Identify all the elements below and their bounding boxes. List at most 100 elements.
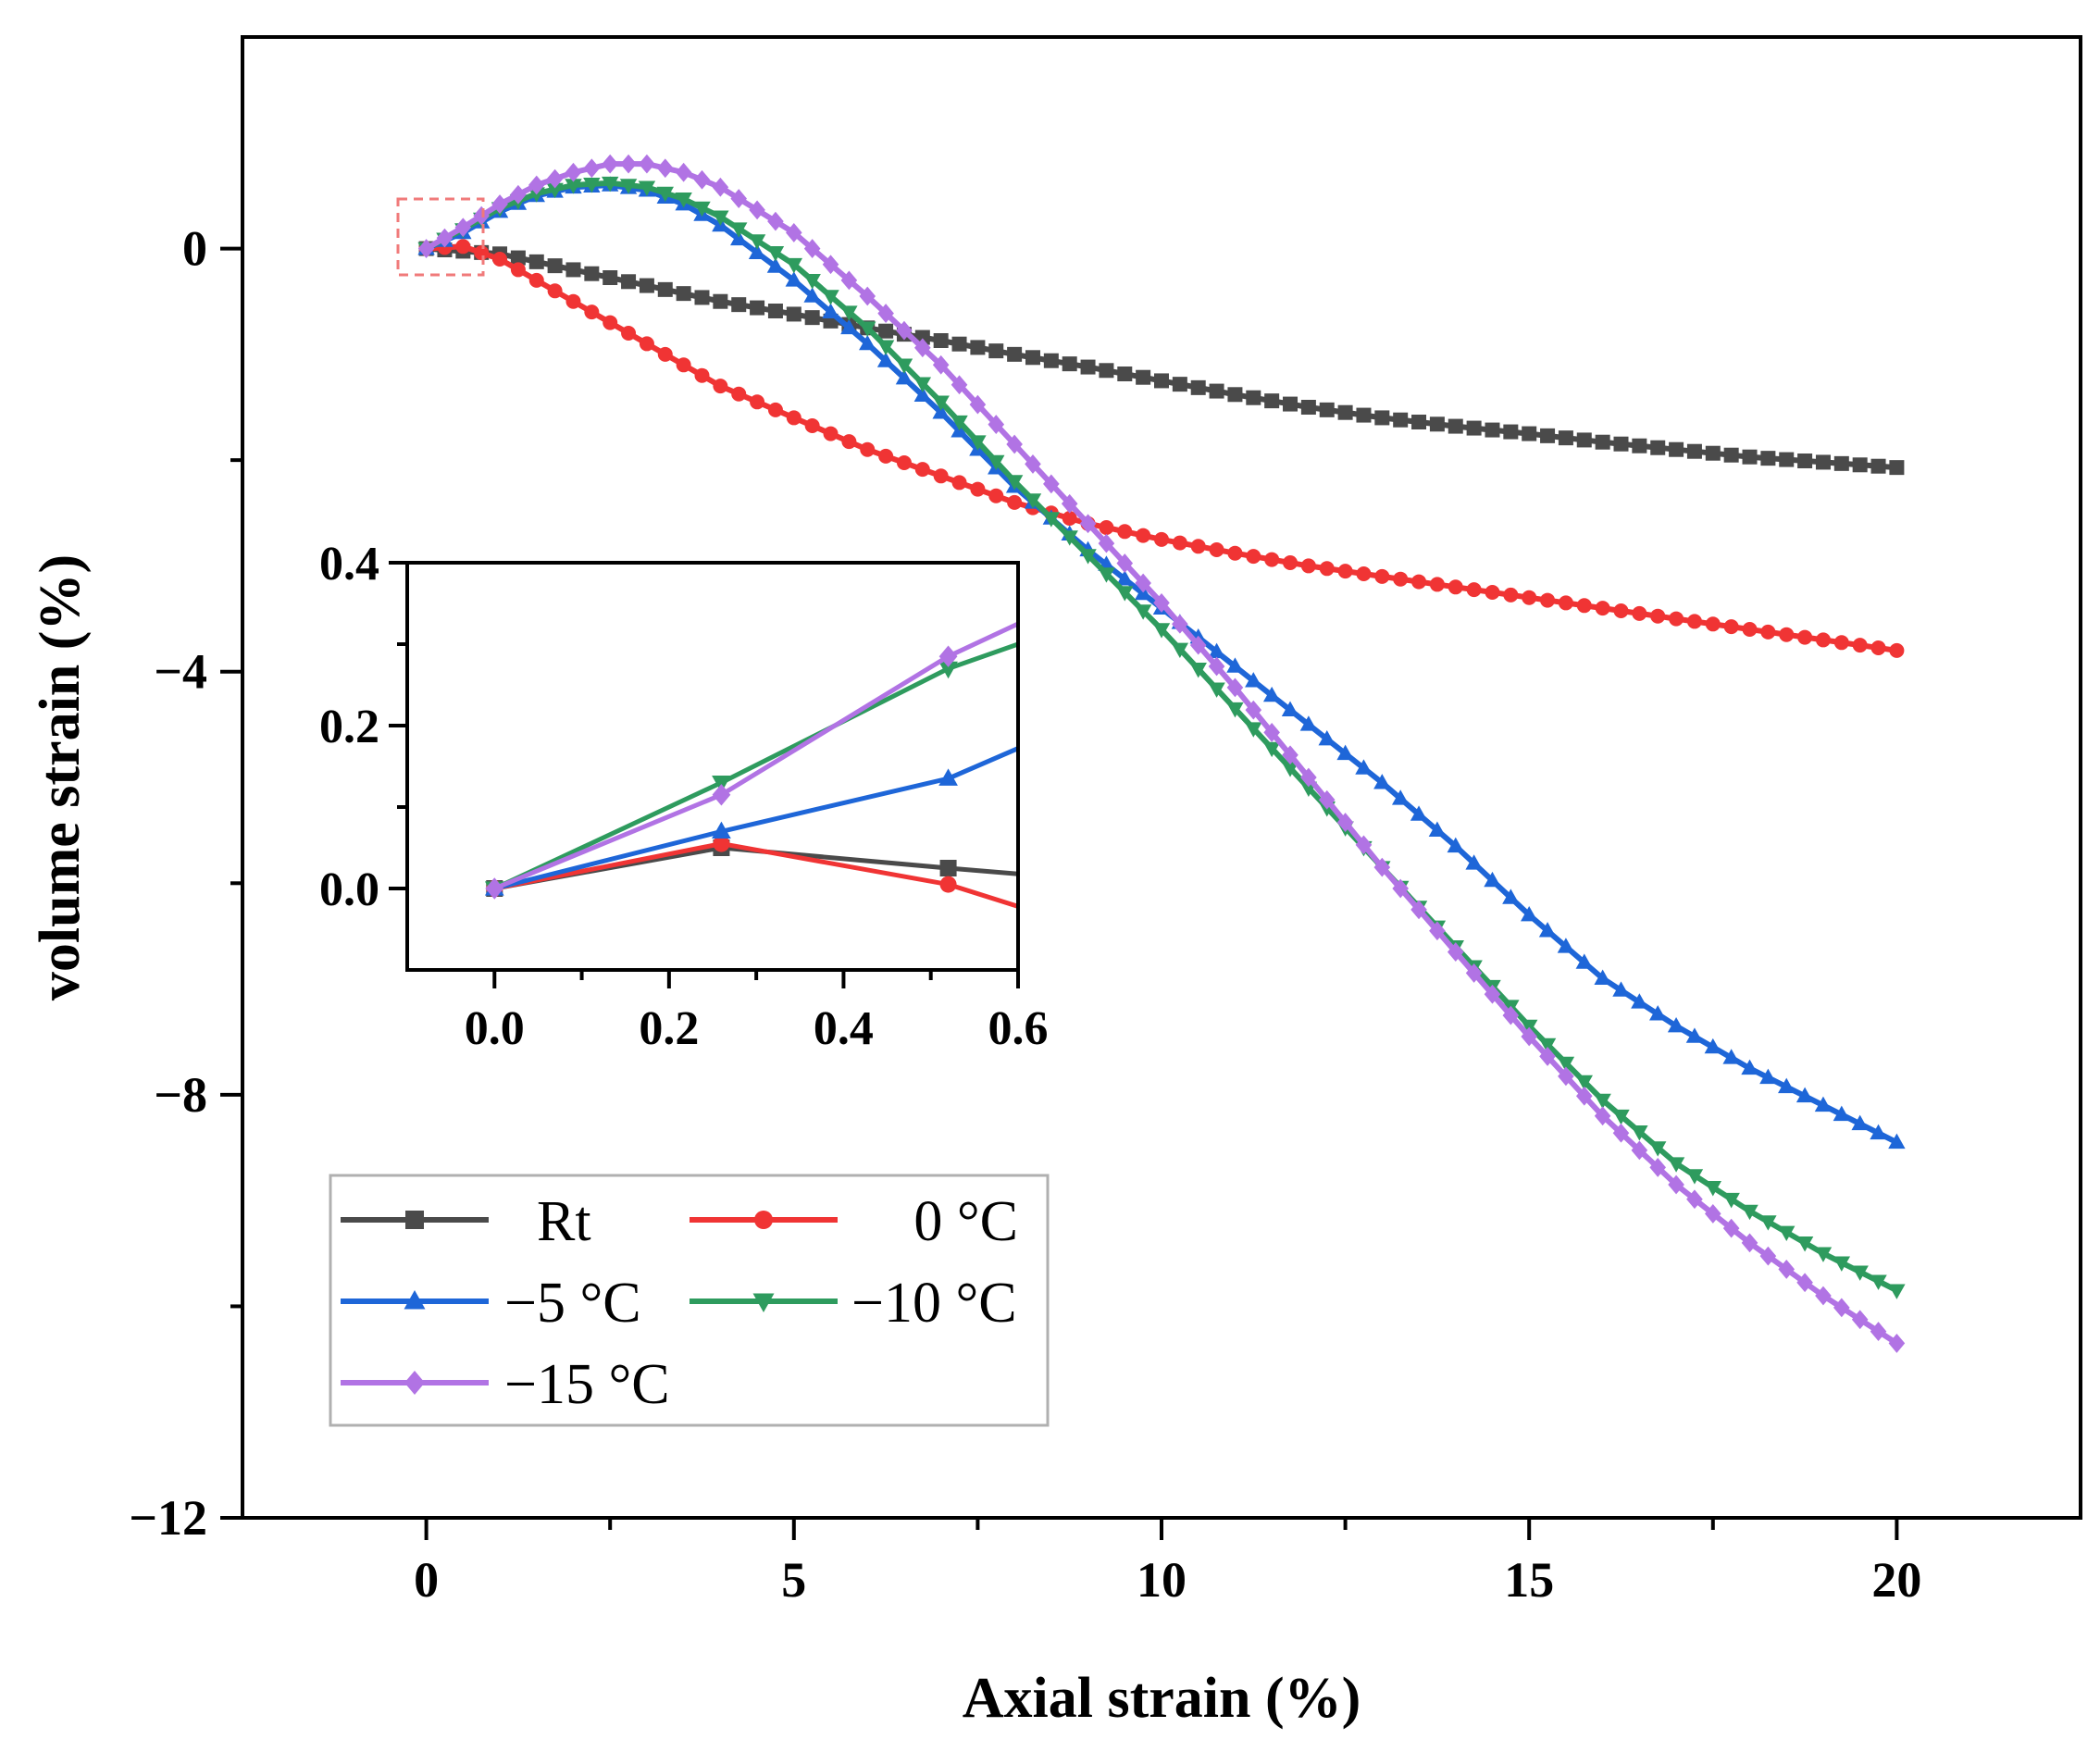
data-point-rt bbox=[767, 304, 783, 318]
data-point-minus-15-c bbox=[1061, 493, 1078, 514]
data-point-minus-15-c bbox=[712, 177, 729, 197]
data-point-minus-15-c bbox=[1612, 1123, 1630, 1143]
data-point-0-c bbox=[603, 315, 618, 330]
data-point-minus-10-c bbox=[1796, 1236, 1814, 1252]
data-point-0-c bbox=[492, 252, 508, 267]
data-point-0-c bbox=[1466, 582, 1482, 598]
data-point-minus-10-c bbox=[1208, 682, 1225, 698]
data-point-0-c bbox=[1760, 624, 1776, 640]
data-point-minus-15-c bbox=[1392, 878, 1409, 899]
data-point-rt bbox=[510, 250, 526, 266]
data-point-minus-5-c bbox=[1557, 938, 1575, 953]
data-point-rt bbox=[1356, 407, 1372, 423]
inset-y-tick-label: 0.2 bbox=[319, 701, 379, 753]
data-point-rt bbox=[1209, 383, 1224, 399]
data-point-minus-10-c bbox=[1061, 530, 1078, 546]
data-point-0-c bbox=[713, 379, 728, 394]
data-point-0-c bbox=[547, 283, 563, 299]
legend-swatch-marker bbox=[405, 1211, 424, 1229]
data-point-minus-15-c bbox=[1043, 474, 1060, 494]
data-point-0-c bbox=[1264, 552, 1280, 567]
data-point-rt bbox=[878, 323, 894, 339]
data-point-minus-15-c bbox=[1722, 1218, 1740, 1238]
data-point-0-c bbox=[1209, 542, 1224, 557]
data-point-minus-15-c bbox=[822, 255, 839, 275]
data-point-0-c bbox=[1595, 601, 1610, 616]
data-point-0-c bbox=[565, 293, 581, 309]
data-point-minus-10-c bbox=[619, 179, 638, 194]
data-point-minus-10-c bbox=[895, 358, 913, 374]
data-point-minus-15-c bbox=[491, 194, 508, 214]
data-point-minus-5-c bbox=[1722, 1049, 1740, 1064]
data-point-minus-5-c bbox=[913, 386, 932, 402]
inset-series-line-minus-15-c bbox=[493, 621, 1018, 891]
data-point-0-c bbox=[914, 462, 930, 478]
data-point-rt bbox=[1080, 359, 1096, 375]
data-point-minus-10-c bbox=[913, 377, 932, 392]
data-point-rt bbox=[970, 340, 986, 355]
data-point-minus-10-c bbox=[1005, 475, 1024, 491]
data-point-0-c bbox=[878, 448, 894, 464]
data-point-rt bbox=[694, 290, 710, 305]
main-series-group bbox=[417, 154, 1906, 1353]
data-point-minus-5-c bbox=[1759, 1068, 1777, 1085]
data-point-minus-15-c bbox=[730, 189, 748, 208]
data-point-minus-10-c bbox=[1814, 1247, 1833, 1262]
data-point-minus-10-c bbox=[1245, 722, 1262, 738]
data-point-minus-10-c bbox=[1594, 1093, 1611, 1110]
data-point-rt bbox=[1558, 430, 1573, 446]
data-point-minus-5-c bbox=[766, 257, 785, 273]
data-point-0-c bbox=[1705, 616, 1721, 632]
legend-item-minus-15-c: −15 °C bbox=[341, 1353, 670, 1416]
data-point-0-c bbox=[1117, 524, 1133, 540]
data-point-rt bbox=[1613, 436, 1629, 452]
data-point-minus-5-c bbox=[1594, 969, 1611, 985]
data-point-0-c bbox=[528, 272, 544, 288]
data-point-minus-5-c bbox=[1538, 922, 1557, 938]
data-point-minus-5-c bbox=[932, 404, 950, 419]
data-point-minus-10-c bbox=[1778, 1225, 1796, 1242]
inset-series-group bbox=[484, 621, 1018, 909]
data-point-minus-10-c bbox=[822, 290, 839, 305]
data-point-minus-5-c bbox=[1649, 1005, 1667, 1021]
data-point-rt bbox=[1705, 445, 1721, 461]
data-point-0-c bbox=[1650, 608, 1666, 624]
data-point-minus-5-c bbox=[1888, 1133, 1906, 1149]
data-point-minus-10-c bbox=[1612, 1109, 1630, 1125]
data-point-0-c bbox=[1797, 629, 1813, 645]
data-point-minus-10-c bbox=[803, 274, 821, 290]
data-point-minus-5-c bbox=[1245, 672, 1262, 688]
data-point-minus-10-c bbox=[1226, 702, 1244, 718]
data-point-minus-15-c bbox=[877, 304, 894, 323]
data-point-minus-15-c bbox=[1153, 593, 1170, 613]
data-point-minus-10-c bbox=[1262, 741, 1281, 758]
data-point-0-c bbox=[1300, 558, 1316, 574]
data-point-rt bbox=[584, 266, 600, 281]
data-point-minus-5-c bbox=[1484, 871, 1501, 888]
data-point-0-c bbox=[1558, 595, 1573, 611]
legend-item-minus-5-c: −5 °C bbox=[341, 1272, 641, 1335]
data-point-minus-15-c bbox=[1815, 1286, 1832, 1306]
data-point-rt bbox=[603, 270, 618, 285]
data-point-minus-15-c bbox=[1686, 1189, 1703, 1210]
data-point-rt bbox=[1154, 373, 1169, 389]
x-tick-label: 5 bbox=[781, 1552, 806, 1608]
data-point-rt bbox=[1870, 458, 1886, 474]
data-point-minus-15-c bbox=[988, 415, 1005, 434]
data-point-minus-5-c bbox=[859, 334, 876, 351]
data-point-minus-15-c bbox=[1263, 723, 1280, 742]
data-point-minus-10-c bbox=[638, 180, 656, 196]
data-point-minus-15-c bbox=[1300, 767, 1317, 788]
inset-series-minus-15-c bbox=[485, 621, 1018, 900]
inset-y-tick-label: 0.0 bbox=[319, 864, 379, 916]
data-point-0-c bbox=[639, 336, 654, 352]
legend-swatch-marker bbox=[752, 1293, 775, 1312]
data-point-minus-15-c bbox=[693, 169, 711, 190]
data-point-minus-5-c bbox=[1521, 905, 1538, 922]
data-point-minus-15-c bbox=[1741, 1233, 1758, 1253]
legend-item-0-c: 0 °C bbox=[690, 1190, 1018, 1253]
data-point-rt bbox=[621, 274, 637, 290]
data-point-minus-15-c bbox=[1318, 789, 1336, 810]
data-point-minus-10-c bbox=[1851, 1265, 1869, 1281]
data-point-minus-15-c bbox=[1668, 1174, 1684, 1195]
